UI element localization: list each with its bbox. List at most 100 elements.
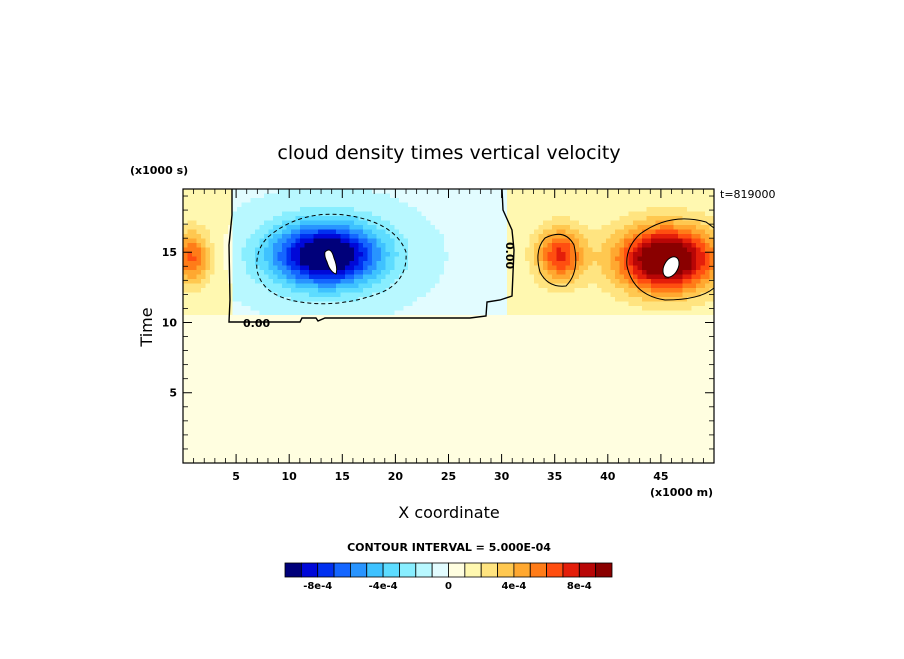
- field-cell: [214, 315, 220, 321]
- field-cell: [597, 256, 603, 262]
- field-cell: [664, 225, 670, 231]
- field-cell: [682, 252, 688, 258]
- field-cell: [547, 229, 553, 235]
- field-cell: [430, 274, 436, 280]
- field-cell: [610, 292, 616, 298]
- field-cell: [637, 247, 643, 253]
- field-cell: [642, 220, 648, 226]
- field-cell: [192, 207, 198, 213]
- field-cell: [669, 252, 675, 258]
- field-cell: [646, 351, 652, 357]
- field-cell: [417, 310, 423, 316]
- field-cell: [408, 243, 414, 249]
- field-cell: [232, 256, 238, 262]
- field-cell: [529, 306, 535, 312]
- field-cell: [606, 256, 612, 262]
- field-cell: [268, 211, 274, 217]
- field-cell: [201, 216, 207, 222]
- field-cell: [592, 288, 598, 294]
- field-cell: [264, 247, 270, 253]
- field-cell: [475, 369, 481, 375]
- field-cell: [444, 265, 450, 271]
- field-cell: [655, 301, 661, 307]
- field-cell: [520, 292, 526, 298]
- field-cell: [264, 301, 270, 307]
- field-cell: [435, 252, 441, 258]
- field-cell: [304, 328, 310, 334]
- field-cell: [547, 225, 553, 231]
- field-cell: [390, 355, 396, 361]
- field-cell: [237, 265, 243, 271]
- field-cell: [534, 261, 540, 267]
- field-cell: [408, 342, 414, 348]
- field-cell: [412, 252, 418, 258]
- field-cell: [691, 324, 697, 330]
- field-cell: [277, 297, 283, 303]
- field-cell: [349, 198, 355, 204]
- field-cell: [322, 198, 328, 204]
- field-cell: [673, 283, 679, 289]
- field-cell: [300, 306, 306, 312]
- field-cell: [291, 247, 297, 253]
- field-cell: [475, 351, 481, 357]
- field-cell: [214, 193, 220, 199]
- field-cell: [300, 216, 306, 222]
- field-cell: [390, 306, 396, 312]
- field-cell: [534, 373, 540, 379]
- field-cell: [246, 373, 252, 379]
- field-cell: [309, 333, 315, 339]
- field-cell: [349, 360, 355, 366]
- field-cell: [646, 207, 652, 213]
- field-cell: [444, 207, 450, 213]
- field-cell: [277, 202, 283, 208]
- field-cell: [403, 301, 409, 307]
- field-cell: [673, 189, 679, 195]
- field-cell: [291, 238, 297, 244]
- field-cell: [448, 211, 454, 217]
- chart-title: cloud density times vertical velocity: [277, 142, 620, 164]
- field-cell: [268, 225, 274, 231]
- field-cell: [592, 283, 598, 289]
- field-cell: [408, 369, 414, 375]
- field-cell: [534, 297, 540, 303]
- field-cell: [412, 225, 418, 231]
- field-cell: [709, 283, 714, 289]
- field-cell: [507, 292, 513, 298]
- field-cell: [574, 243, 580, 249]
- field-cell: [228, 247, 234, 253]
- field-cell: [516, 360, 522, 366]
- field-cell: [696, 189, 702, 195]
- field-cell: [237, 351, 243, 357]
- field-cell: [426, 324, 432, 330]
- field-cell: [444, 234, 450, 240]
- field-cell: [601, 283, 607, 289]
- field-cell: [552, 243, 558, 249]
- field-cell: [300, 261, 306, 267]
- field-cell: [241, 301, 247, 307]
- field-cell: [183, 342, 189, 348]
- field-cell: [349, 337, 355, 343]
- field-cell: [462, 369, 468, 375]
- field-cell: [516, 225, 522, 231]
- field-cell: [502, 243, 508, 249]
- field-cell: [570, 288, 576, 294]
- field-cell: [466, 198, 472, 204]
- field-cell: [547, 238, 553, 244]
- field-cell: [394, 211, 400, 217]
- field-cell: [574, 270, 580, 276]
- field-cell: [313, 247, 319, 253]
- field-cell: [691, 189, 697, 195]
- field-cell: [444, 243, 450, 249]
- field-cell: [354, 274, 360, 280]
- field-cell: [196, 337, 202, 343]
- field-cell: [475, 297, 481, 303]
- field-cell: [264, 256, 270, 262]
- field-cell: [462, 270, 468, 276]
- field-cell: [696, 301, 702, 307]
- field-cell: [606, 288, 612, 294]
- field-cell: [669, 355, 675, 361]
- field-cell: [610, 202, 616, 208]
- field-cell: [192, 306, 198, 312]
- field-cell: [304, 202, 310, 208]
- field-cell: [466, 247, 472, 253]
